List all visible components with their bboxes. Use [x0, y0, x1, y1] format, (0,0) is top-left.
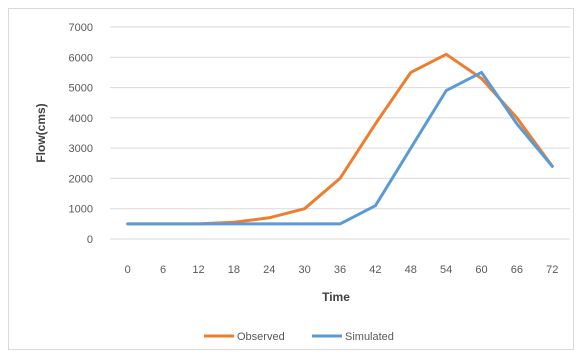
x-axis-title: Time [322, 290, 350, 304]
x-tick-label: 0 [125, 264, 131, 276]
x-tick-label: 66 [511, 264, 523, 276]
x-tick-label: 24 [263, 264, 275, 276]
y-tick-label: 4000 [69, 113, 93, 125]
x-tick-label: 48 [405, 264, 417, 276]
y-tick-label: 7000 [69, 22, 93, 34]
x-tick-label: 42 [369, 264, 381, 276]
y-axis-title: Flow(cms) [34, 103, 48, 162]
series-line-simulated [126, 70, 554, 226]
y-tick-label: 5000 [69, 83, 93, 95]
series-lines [126, 52, 554, 226]
x-tick-labels: 0 6 12 18 24 30 36 42 48 54 60 66 72 [125, 264, 559, 276]
x-tick-label: 72 [546, 264, 558, 276]
legend-label-simulated: Simulated [345, 331, 394, 343]
x-tick-label: 54 [440, 264, 452, 276]
series-line-observed [126, 52, 554, 226]
y-tick-label: 1000 [69, 204, 93, 216]
x-tick-label: 36 [334, 264, 346, 276]
legend: Observed Simulated [204, 331, 394, 343]
gridlines [110, 26, 570, 240]
x-tick-label: 18 [228, 264, 240, 276]
x-tick-label: 12 [192, 264, 204, 276]
chart-frame [8, 8, 574, 350]
y-tick-label: 3000 [69, 143, 93, 155]
legend-label-observed: Observed [237, 331, 285, 343]
x-tick-label: 6 [160, 264, 166, 276]
y-tick-label: 0 [87, 234, 93, 246]
y-tick-label: 2000 [69, 173, 93, 185]
y-tick-labels: 0 1000 2000 3000 4000 5000 6000 7000 [69, 22, 93, 246]
x-tick-label: 30 [298, 264, 310, 276]
y-tick-label: 6000 [69, 52, 93, 64]
x-tick-label: 60 [475, 264, 487, 276]
